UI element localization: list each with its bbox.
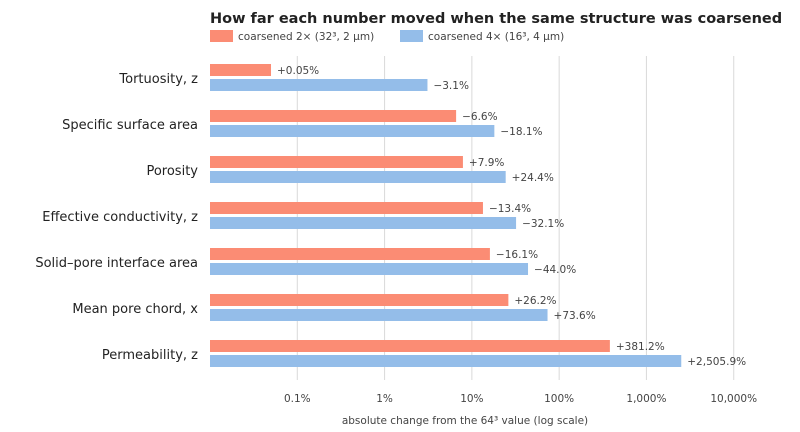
value-label-s1-2: −6.6% bbox=[462, 111, 497, 123]
x-tick-label-2: 1% bbox=[376, 393, 393, 405]
chart-legend: coarsened 2× (32³, 2 µm) coarsened 4× (16… bbox=[210, 30, 564, 43]
category-label-5: Solid–pore interface area bbox=[35, 256, 198, 271]
bar-s2-2 bbox=[210, 125, 495, 137]
bar-s1-4 bbox=[210, 202, 483, 214]
value-label-s1-6: +26.2% bbox=[514, 295, 556, 307]
category-labels: Tortuosity, z Specific surface area Porosi… bbox=[35, 72, 198, 363]
category-label-6: Mean pore chord, x bbox=[72, 302, 198, 317]
bar-s2-1 bbox=[210, 79, 428, 91]
chart-title: How far each number moved when the same … bbox=[210, 11, 782, 27]
x-tick-label-1: 0.1% bbox=[284, 393, 311, 405]
bar-s2-7 bbox=[210, 355, 682, 367]
category-label-4: Effective conductivity, z bbox=[42, 210, 198, 225]
value-label-s1-7: +381.2% bbox=[616, 341, 665, 353]
category-label-3: Porosity bbox=[146, 164, 198, 179]
category-label-7: Permeability, z bbox=[102, 348, 198, 363]
x-tick-label-4: 100% bbox=[544, 393, 574, 405]
bar-s1-5 bbox=[210, 248, 490, 260]
x-tick-label-5: 1,000% bbox=[626, 393, 666, 405]
value-label-s1-4: −13.4% bbox=[489, 203, 531, 215]
x-axis-title: absolute change from the 64³ value (log … bbox=[342, 415, 588, 427]
value-label-s2-6: +73.6% bbox=[554, 310, 596, 322]
value-label-s1-5: −16.1% bbox=[496, 249, 538, 261]
x-tick-label-6: 10,000% bbox=[710, 393, 757, 405]
x-axis-ticks: 0.1% 1% 10% 100% 1,000% 10,000% bbox=[284, 393, 757, 405]
bars: +0.05% −3.1% −6.6%−18.1% +7.9% +24.4% −13.4% −… bbox=[210, 64, 746, 368]
bar-s2-5 bbox=[210, 263, 529, 275]
bar-s2-4 bbox=[210, 217, 517, 229]
value-label-s2-3: +24.4% bbox=[512, 172, 554, 184]
bar-s2-6 bbox=[210, 309, 548, 321]
value-label-s1-1: +0.05% bbox=[277, 65, 319, 77]
x-tick-label-3: 10% bbox=[460, 393, 483, 405]
value-label-s2-7: +2,505.9% bbox=[687, 356, 746, 368]
value-label-s2-4: −32.1% bbox=[522, 218, 564, 230]
legend-label-2: coarsened 4× (16³, 4 µm) bbox=[428, 31, 564, 43]
value-label-s2-1: −3.1% bbox=[433, 80, 468, 92]
legend-swatch-2 bbox=[400, 30, 423, 42]
bar-s1-1 bbox=[210, 64, 272, 76]
bar-s1-7 bbox=[210, 340, 610, 352]
legend-swatch-1 bbox=[210, 30, 233, 42]
value-label-s1-3: +7.9% bbox=[469, 157, 504, 169]
category-label-1: Tortuosity, z bbox=[118, 72, 198, 87]
legend-label-1: coarsened 2× (32³, 2 µm) bbox=[238, 31, 374, 43]
value-label-s2-2: −18.1% bbox=[500, 126, 542, 138]
value-label-s2-5: −44.0% bbox=[534, 264, 576, 276]
bar-s1-6 bbox=[210, 294, 509, 306]
category-label-2: Specific surface area bbox=[62, 118, 198, 133]
bar-s2-3 bbox=[210, 171, 506, 183]
bar-s1-3 bbox=[210, 156, 463, 168]
bar-s1-2 bbox=[210, 110, 457, 122]
